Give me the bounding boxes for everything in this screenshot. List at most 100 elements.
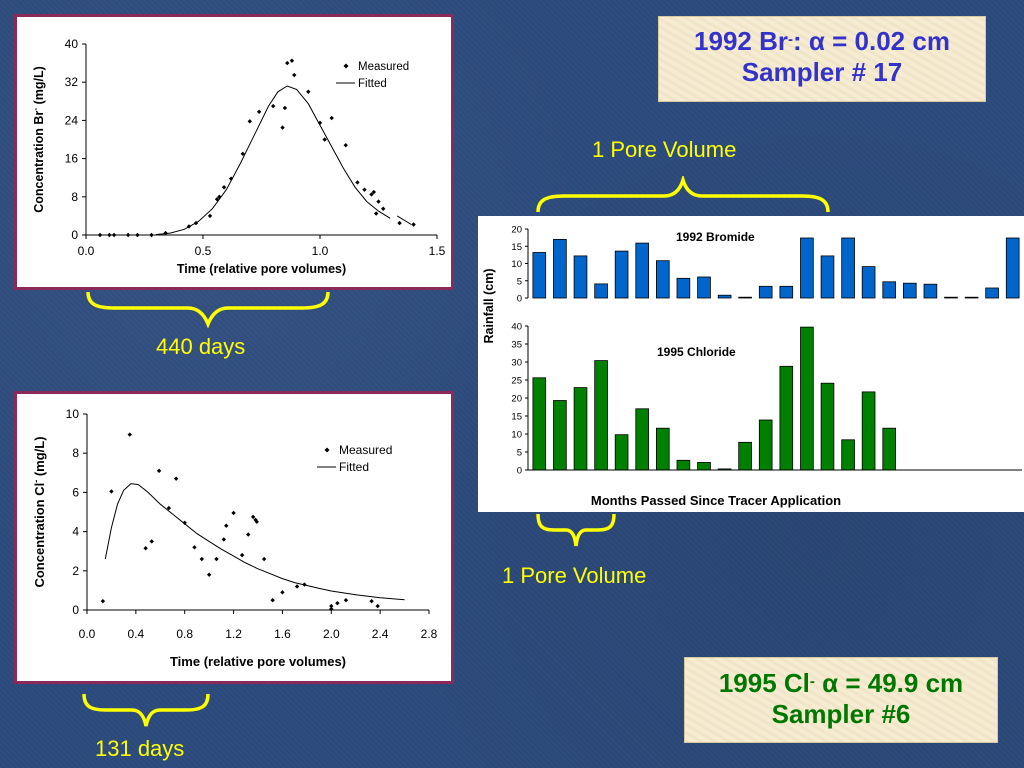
rainfall-bar (676, 277, 691, 299)
bar-y-tick-label: 15 (511, 412, 522, 423)
bromide-callout: 1992 Br-: α = 0.02 cm Sampler # 17 (658, 16, 986, 102)
bar-y-tick-label: 40 (511, 322, 522, 333)
measured-point (111, 232, 117, 238)
measured-point (371, 189, 377, 195)
rainfall-bar (573, 387, 588, 471)
y-axis-label-main: Concentration Cl (32, 483, 47, 588)
rainfall-bar (820, 255, 835, 299)
bromide-chart-svg: 0 8 16 24 32 40 0.0 0.5 1.0 1.5 Time (relative por… (30, 37, 446, 276)
x-tick-label: 0.0 (78, 244, 95, 258)
rainfall-chart-svg: 0 5 10 15 20 0 5 10 15 20 25 30 35 40 1992 Bromide 1995… (482, 225, 1022, 508)
rainfall-bar (923, 283, 938, 299)
measured-point (217, 194, 222, 199)
rainfall-y-axis-label: Rainfall (cm) (482, 268, 496, 343)
measured-point (193, 220, 199, 226)
y-axis-label-sup: - (30, 108, 40, 111)
y-axis-label: Concentration Br- (mg/L) (30, 66, 46, 213)
x-tick-label: 2.8 (421, 627, 438, 641)
measured-point (246, 532, 251, 537)
bar-y-tick-label: 25 (511, 376, 522, 387)
measured-point (373, 211, 379, 216)
measured-point (109, 489, 114, 494)
bar-y-tick-label: 30 (511, 358, 522, 369)
rainfall-bar (614, 250, 629, 299)
chloride-chart-svg: 0 2 4 6 8 10 0.0 0.4 0.8 1.2 1.6 2.0 2.4 2.8 Time (rel… (31, 407, 438, 669)
bar-y-tick-label: 5 (517, 276, 522, 287)
rainfall-bar (614, 434, 629, 471)
rainfall-bar (635, 408, 650, 471)
measured-point (231, 510, 236, 516)
x-axis-label: Time (relative pore volumes) (170, 654, 346, 669)
measured-point (224, 523, 229, 528)
rainfall-bar (758, 419, 773, 471)
rainfall-bar (902, 282, 917, 299)
y-tick-label: 4 (72, 525, 79, 539)
rainfall-bar (944, 296, 958, 299)
rainfall-bar (800, 237, 814, 299)
legend-label-measured: Measured (358, 61, 409, 73)
rainfall-bar (779, 285, 794, 299)
measured-point (294, 584, 300, 589)
bar-y-tick-label: 35 (511, 340, 522, 351)
rainfall-bar (717, 294, 732, 299)
alpha-symbol: α (808, 26, 825, 56)
chloride-callout-sampler: Sampler #6 (771, 699, 911, 729)
measured-point (369, 192, 374, 197)
brace-440-days-icon (86, 291, 330, 328)
rainfall-bar (882, 427, 896, 471)
rainfall-bar (841, 439, 855, 471)
rainfall-bar (985, 287, 999, 299)
bar-y-tick-label: 20 (511, 394, 522, 405)
y-axis-label-unit: (mg/L) (32, 436, 47, 479)
bar-y-tick-label: 10 (511, 430, 522, 441)
measured-point (182, 520, 187, 525)
y-axis-label: Concentration Cl- (mg/L) (31, 436, 47, 587)
measured-point (322, 137, 327, 142)
rainfall-bar (676, 459, 691, 471)
measured-point (335, 600, 340, 606)
measured-point (271, 103, 276, 109)
y-tick-label: 0 (72, 603, 79, 617)
measured-point (280, 125, 285, 130)
brace-131-days-icon (82, 693, 210, 727)
panel-title-chloride: 1995 Chloride (657, 345, 736, 359)
measured-point (107, 232, 112, 238)
fitted-series-line (156, 85, 391, 235)
x-tick-label: 1.5 (429, 244, 446, 258)
measured-point (302, 582, 307, 587)
rainfall-bar (697, 276, 711, 299)
rainfall-bar (594, 360, 608, 471)
rainfall-bar (532, 377, 547, 471)
measured-point (173, 476, 179, 481)
measured-point (149, 232, 154, 238)
bromide-callout-line1: 1992 Br-: α = 0.02 cm (659, 26, 985, 57)
pore-volume-label-top: 1 Pore Volume (592, 137, 737, 162)
bar-y-tick-label: 10 (511, 259, 522, 270)
x-tick-label: 0.4 (128, 627, 145, 641)
chloride-callout-value: = 49.9 cm (838, 668, 964, 698)
rainfall-bar (635, 242, 650, 299)
y-axis-label-main: Concentration Br (32, 111, 46, 213)
x-tick-label: 1.2 (225, 627, 242, 641)
measured-point (376, 199, 381, 204)
measured-point (100, 598, 106, 604)
rainfall-bar-charts: 0 5 10 15 20 0 5 10 15 20 25 30 35 40 1992 Bromide 1995… (478, 216, 1024, 512)
measured-point (214, 196, 220, 202)
measured-point (239, 552, 245, 558)
measured-point (206, 572, 212, 577)
bar-y-tick-label: 0 (517, 294, 522, 305)
y-tick-label: 32 (65, 75, 79, 89)
brace-pore-volume-bottom-icon (536, 513, 616, 547)
bromide-breakthrough-chart: 0 8 16 24 32 40 0.0 0.5 1.0 1.5 Time (relative por… (14, 14, 454, 290)
fitted-series-line (104, 483, 405, 601)
bar-y-tick-label: 15 (511, 242, 522, 253)
rainfall-bar (841, 237, 855, 299)
measured-point (282, 105, 288, 111)
x-tick-label: 0.5 (195, 244, 212, 258)
measured-point (411, 222, 416, 227)
measured-point (397, 220, 402, 226)
measured-point (380, 206, 386, 211)
bromide-callout-value: = 0.02 cm (824, 26, 950, 56)
measured-point (280, 590, 285, 595)
measured-point (343, 143, 348, 148)
